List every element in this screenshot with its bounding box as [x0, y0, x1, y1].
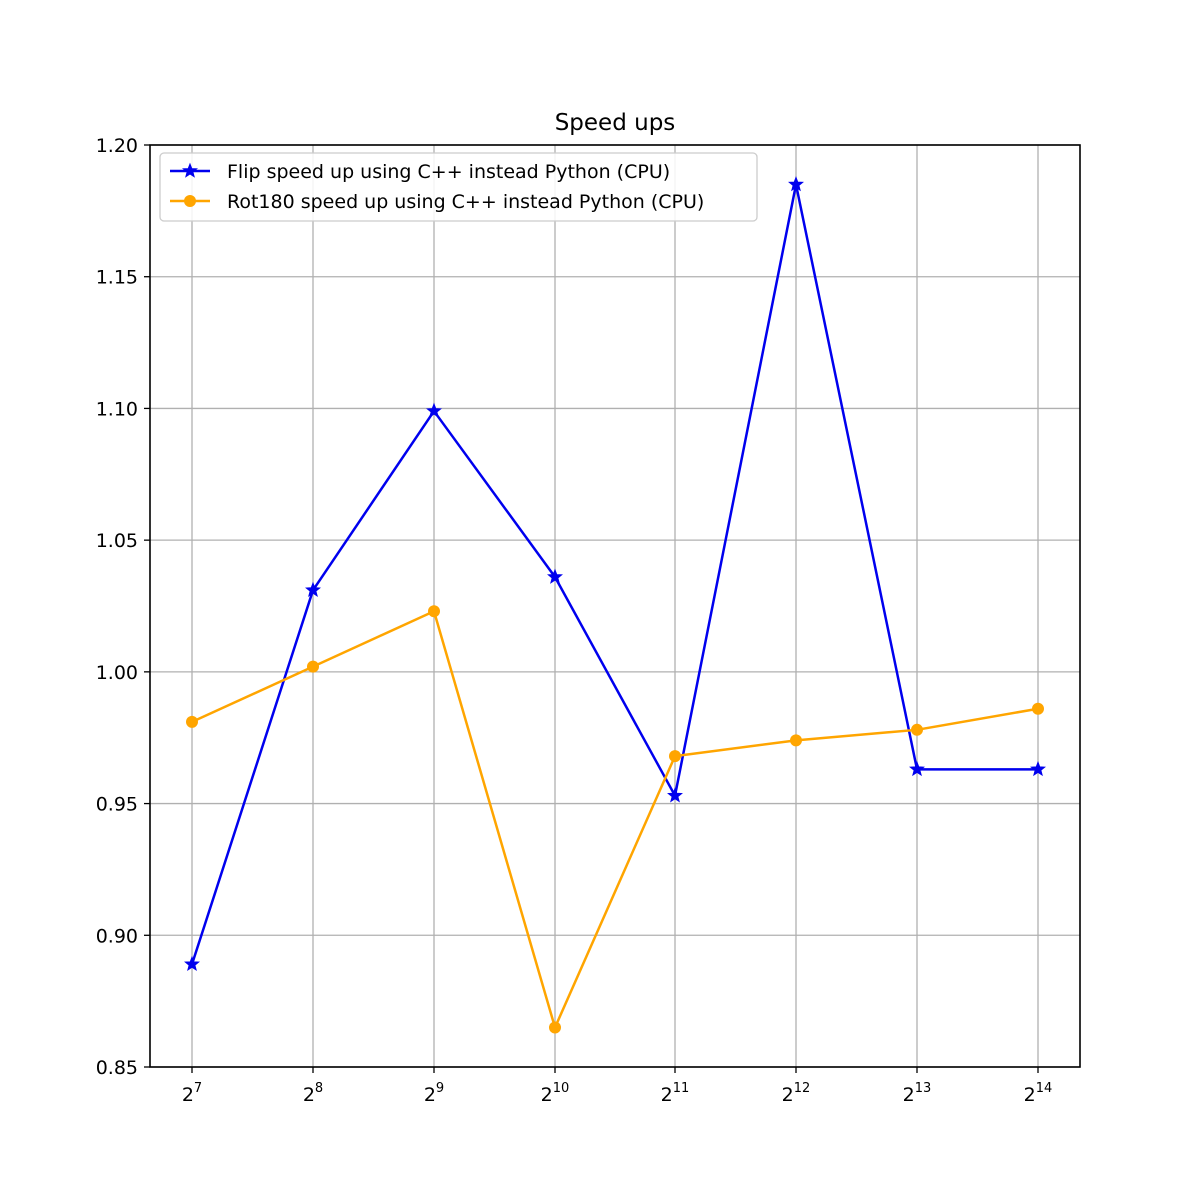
y-tick-label: 1.05	[96, 530, 138, 552]
data-point	[1030, 760, 1046, 777]
x-tick-label: 28	[303, 1081, 323, 1106]
data-point	[547, 568, 563, 584]
x-tick-label: 27	[182, 1081, 202, 1106]
legend-label: Flip speed up using C++ instead Python (…	[227, 161, 670, 183]
series-line	[191, 610, 1039, 1029]
data-point	[549, 1021, 561, 1034]
data-point	[1032, 702, 1044, 715]
legend-swatch-marker	[184, 195, 196, 207]
x-tick-exponent: 14	[1036, 1081, 1053, 1096]
x-tick-exponent: 8	[315, 1081, 323, 1096]
x-tick-exponent: 7	[194, 1081, 202, 1096]
legend-swatch-marker	[182, 162, 198, 178]
x-tick-exponent: 10	[553, 1081, 570, 1096]
data-point	[184, 955, 200, 972]
data-point	[669, 750, 681, 763]
y-tick-label: 1.00	[96, 662, 138, 684]
x-tick-base: 2	[661, 1084, 673, 1106]
plot-series	[184, 176, 1046, 1034]
x-tick-base: 2	[1024, 1084, 1036, 1106]
data-point	[667, 787, 683, 803]
series-2	[186, 605, 1044, 1034]
x-tick-base: 2	[541, 1084, 553, 1106]
x-tick-base: 2	[782, 1084, 794, 1106]
x-tick-base: 2	[182, 1084, 194, 1106]
y-axis: 0.85 0.90 0.95 1.00 1.05 1.10 1.15 1.20	[96, 135, 150, 1079]
x-tick-base: 2	[903, 1084, 915, 1106]
data-point	[305, 581, 321, 597]
data-point	[426, 402, 442, 418]
x-axis: 27 28 29 210 211 212 213 214	[182, 1067, 1053, 1106]
y-tick-label: 0.85	[96, 1057, 138, 1079]
x-tick-label: 29	[424, 1081, 444, 1106]
x-tick-base: 2	[424, 1084, 436, 1106]
chart-title: Speed ups	[555, 110, 676, 136]
data-point	[186, 715, 198, 728]
y-tick-label: 1.10	[96, 398, 138, 420]
data-point	[307, 660, 319, 673]
data-point	[790, 734, 802, 747]
x-tick-exponent: 9	[436, 1081, 444, 1096]
legend-label: Rot180 speed up using C++ instead Python…	[227, 191, 704, 213]
data-point	[788, 176, 804, 192]
data-point	[428, 605, 440, 618]
x-tick-base: 2	[303, 1084, 315, 1106]
data-point	[911, 723, 923, 736]
series-line	[190, 183, 1038, 965]
x-tick-label: 212	[782, 1081, 811, 1106]
x-tick-label: 210	[541, 1081, 570, 1106]
plot-frame	[149, 144, 1081, 1068]
y-tick-label: 0.95	[96, 794, 138, 816]
y-tick-label: 0.90	[96, 925, 138, 947]
y-tick-label: 1.15	[96, 267, 138, 289]
x-tick-exponent: 12	[794, 1081, 811, 1096]
legend-box	[159, 152, 758, 222]
x-tick-label: 214	[1024, 1081, 1053, 1106]
y-tick-label: 1.20	[96, 135, 138, 157]
x-tick-label: 211	[661, 1081, 690, 1106]
x-tick-exponent: 13	[915, 1081, 932, 1096]
x-tick-exponent: 11	[673, 1081, 690, 1096]
data-point	[909, 760, 925, 777]
x-tick-label: 213	[903, 1081, 932, 1106]
legend: Flip speed up using C++ instead Python (…	[159, 152, 758, 222]
series-1	[184, 176, 1046, 972]
